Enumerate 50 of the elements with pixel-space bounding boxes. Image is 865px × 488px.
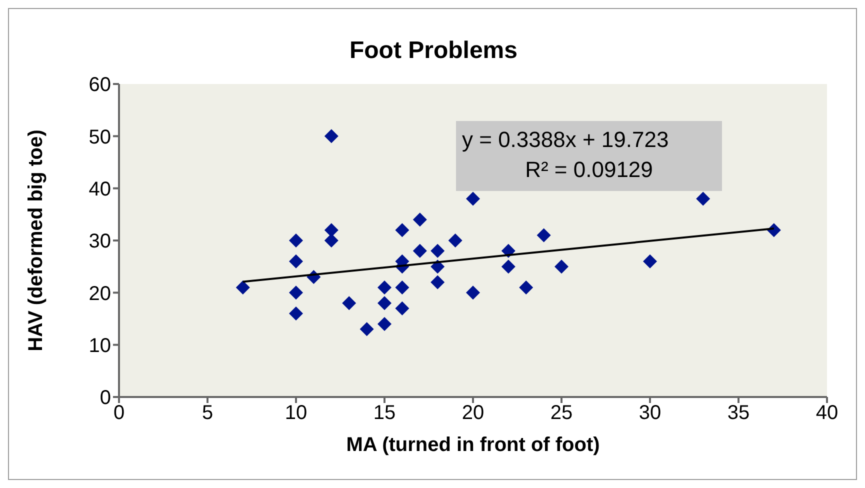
point bbox=[412, 244, 427, 258]
point bbox=[324, 234, 338, 248]
point bbox=[554, 260, 568, 274]
y-axis-title: HAV (deformed big toe) bbox=[25, 130, 48, 352]
y-tick-label: 40 bbox=[88, 178, 111, 200]
x-tick-label: 20 bbox=[462, 402, 484, 424]
point bbox=[466, 192, 480, 206]
point bbox=[395, 301, 410, 316]
x-tick-label: 30 bbox=[638, 402, 662, 424]
x-axis-title: MA (turned in front of foot) bbox=[346, 434, 600, 456]
point bbox=[360, 322, 374, 336]
y-tick-label: 10 bbox=[88, 334, 111, 357]
x-tick-label: 35 bbox=[727, 402, 750, 424]
x-tick-label: 15 bbox=[373, 402, 396, 424]
point bbox=[643, 254, 657, 268]
point bbox=[466, 286, 480, 300]
x-tick-label: 25 bbox=[550, 402, 573, 424]
point bbox=[395, 280, 410, 294]
point bbox=[696, 192, 710, 206]
y-tick-label: 30 bbox=[88, 230, 111, 253]
point bbox=[236, 280, 250, 294]
annotation: R² = 0.09129 bbox=[524, 156, 654, 184]
point bbox=[430, 275, 445, 290]
y-tick-label: 0 bbox=[100, 387, 111, 410]
point bbox=[342, 296, 356, 310]
x-tick-label: 5 bbox=[202, 402, 214, 424]
point bbox=[289, 306, 303, 321]
point bbox=[501, 260, 516, 274]
annotation: y = 0.3388x + 19.723 bbox=[462, 126, 670, 154]
point bbox=[378, 280, 392, 294]
point bbox=[448, 234, 462, 248]
point bbox=[430, 244, 445, 258]
point bbox=[395, 223, 410, 238]
y-tick-label: 50 bbox=[88, 126, 111, 148]
y-tick-label: 60 bbox=[88, 74, 111, 96]
x-tick-label: 10 bbox=[284, 402, 308, 424]
chart-title: Foot Problems bbox=[348, 37, 518, 65]
point bbox=[324, 223, 338, 238]
point bbox=[519, 280, 534, 294]
point bbox=[324, 129, 338, 144]
x-tick-label: 40 bbox=[816, 402, 838, 424]
point bbox=[536, 228, 551, 242]
point bbox=[289, 254, 303, 268]
point bbox=[289, 286, 303, 300]
y-tick-label: 20 bbox=[88, 282, 111, 305]
x-tick-label: 0 bbox=[113, 402, 125, 424]
point bbox=[378, 296, 392, 310]
point bbox=[412, 212, 427, 227]
point bbox=[289, 234, 303, 248]
point bbox=[378, 316, 392, 331]
